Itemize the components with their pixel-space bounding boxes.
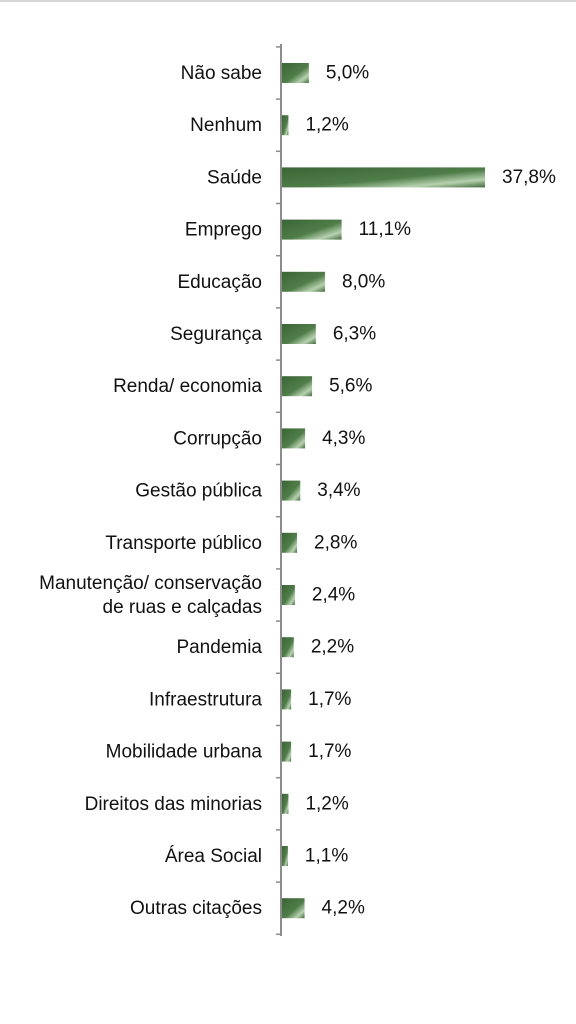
bar	[282, 428, 306, 449]
category-label: Infraestrutura	[149, 689, 262, 710]
category-label: Pandemia	[176, 637, 262, 658]
top-border	[0, 0, 576, 2]
value-labels: 5,0% 1,2% 37,8% 11,1% 8,0% 6,3% 5,6% 4,3% 3,4% 2,…	[305, 63, 556, 919]
value-label: 11,1%	[359, 219, 412, 240]
value-label: 1,2%	[305, 793, 348, 814]
category-label: Transporte público	[105, 532, 262, 553]
bar	[282, 63, 309, 83]
value-label: 6,3%	[333, 324, 376, 345]
bar	[282, 480, 301, 501]
value-label: 2,8%	[314, 532, 357, 553]
value-label: 1,2%	[305, 115, 348, 136]
category-label: Renda/ economia	[113, 376, 262, 397]
category-label: Manutenção/ conservação de ruas e calçada…	[39, 573, 262, 618]
bars-group	[282, 63, 485, 919]
axis-group	[276, 44, 282, 936]
bar	[282, 219, 342, 240]
bar	[282, 376, 313, 397]
category-label: Emprego	[185, 219, 262, 240]
bar	[282, 167, 485, 188]
value-label: 37,8%	[502, 167, 556, 188]
bar	[282, 898, 305, 919]
category-label: Educação	[177, 271, 262, 292]
category-label: Mobilidade urbana	[106, 741, 263, 762]
bar	[282, 793, 289, 814]
value-label: 2,2%	[311, 637, 354, 658]
bar	[282, 271, 325, 292]
category-label: Área Social	[165, 846, 262, 867]
category-label: Não sabe	[181, 63, 262, 84]
category-labels: Não sabe Nenhum Saúde Emprego Educação Segura…	[39, 63, 262, 919]
value-label: 1,7%	[308, 741, 351, 762]
bar	[282, 846, 288, 866]
bar	[282, 689, 292, 710]
category-label: Segurança	[170, 324, 262, 345]
category-label: Saúde	[207, 167, 262, 188]
category-label: Outras citações	[130, 898, 262, 919]
value-label: 4,2%	[322, 898, 365, 919]
value-label: 3,4%	[317, 480, 360, 501]
bar	[282, 637, 294, 658]
value-label: 5,0%	[326, 63, 369, 84]
category-label: Corrupção	[173, 428, 262, 449]
bar	[282, 324, 316, 344]
value-label: 5,6%	[329, 376, 372, 397]
value-label: 4,3%	[322, 428, 365, 449]
value-label: 8,0%	[342, 271, 385, 292]
bar	[282, 532, 298, 553]
bar	[282, 115, 289, 136]
bar	[282, 585, 295, 605]
value-label: 1,7%	[308, 689, 351, 710]
value-label: 1,1%	[305, 846, 348, 867]
category-label: Direitos das minorias	[85, 793, 262, 814]
category-label: Nenhum	[190, 115, 262, 136]
bar	[282, 741, 292, 762]
value-label: 2,4%	[312, 585, 355, 606]
category-label: Gestão pública	[135, 480, 262, 501]
